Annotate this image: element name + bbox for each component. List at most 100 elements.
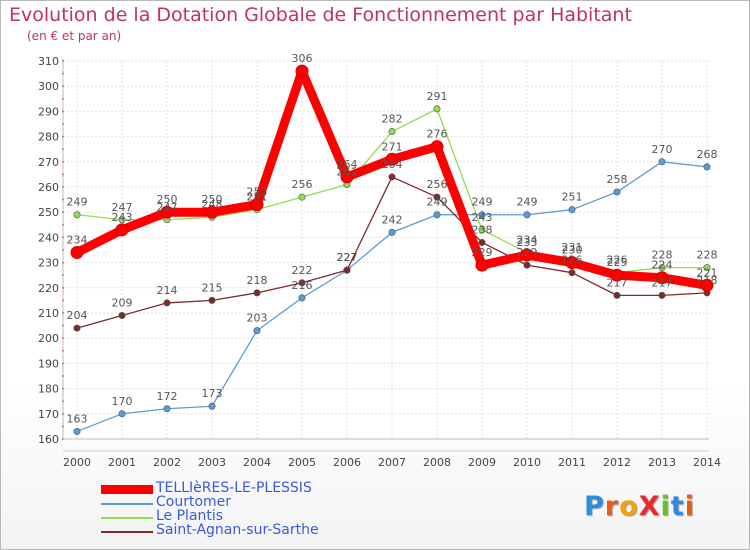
data-point-saint-agnan-sur-sarthe [343,266,351,274]
y-tick-label: 230 [38,257,59,270]
data-label-telli-res-le-plessis: 271 [382,140,403,153]
data-point-le-plantis [658,264,666,272]
data-label-telli-res-le-plessis: 221 [697,266,718,279]
data-label-le-plantis: 256 [292,178,313,191]
data-label-le-plantis: 228 [652,249,673,262]
data-label-le-plantis: 248 [202,198,223,211]
data-point-le-plantis [478,226,486,234]
x-tick-label: 2011 [558,456,586,469]
data-point-courtomer [163,405,171,413]
data-label-telli-res-le-plessis: 224 [652,259,673,272]
data-label-saint-agnan-sur-sarthe: 217 [607,276,628,289]
data-point-saint-agnan-sur-sarthe [478,238,486,246]
data-label-courtomer: 268 [697,148,718,161]
data-label-saint-agnan-sur-sarthe: 204 [67,309,88,322]
data-point-saint-agnan-sur-sarthe [523,261,531,269]
data-point-courtomer [478,211,486,219]
data-point-le-plantis [118,216,126,224]
data-label-le-plantis: 231 [562,241,583,254]
data-label-le-plantis: 261 [337,165,358,178]
data-label-telli-res-le-plessis: 230 [562,244,583,257]
data-label-saint-agnan-sur-sarthe: 229 [517,246,538,259]
data-label-courtomer: 270 [652,143,673,156]
data-label-le-plantis: 249 [67,196,88,209]
y-tick-label: 270 [38,156,59,169]
x-tick-label: 2000 [63,456,91,469]
data-point-telli-res-le-plessis [205,205,219,219]
data-point-courtomer [208,402,216,410]
data-label-courtomer: 258 [607,173,628,186]
data-point-saint-agnan-sur-sarthe [73,324,81,332]
x-tick-label: 2001 [108,456,136,469]
data-point-saint-agnan-sur-sarthe [163,299,171,307]
x-tick-label: 2012 [603,456,631,469]
data-label-le-plantis: 243 [472,211,493,224]
data-label-courtomer: 172 [157,390,178,403]
data-label-le-plantis: 228 [697,249,718,262]
data-label-telli-res-le-plessis: 229 [472,246,493,259]
data-point-saint-agnan-sur-sarthe [253,289,261,297]
data-point-courtomer [253,327,261,335]
data-point-saint-agnan-sur-sarthe [388,173,396,181]
data-point-courtomer [298,294,306,302]
x-tick-label: 2013 [648,456,676,469]
y-tick-label: 160 [38,433,59,446]
legend-swatch [101,531,153,533]
logo-letter: P [584,491,605,522]
data-label-telli-res-le-plessis: 250 [202,193,223,206]
data-point-saint-agnan-sur-sarthe [298,279,306,287]
data-label-le-plantis: 251 [247,191,268,204]
data-label-saint-agnan-sur-sarthe: 264 [382,158,403,171]
data-label-courtomer: 216 [292,279,313,292]
y-tick-label: 240 [38,231,59,244]
plot-area [63,61,709,439]
data-point-telli-res-le-plessis [610,268,624,282]
data-label-le-plantis: 291 [427,90,448,103]
data-point-telli-res-le-plessis [700,278,714,292]
data-label-courtomer: 203 [247,312,268,325]
legend-swatch [101,503,153,505]
y-tick-label: 170 [38,408,59,421]
x-tick-label: 2014 [693,456,721,469]
data-label-telli-res-le-plessis: 243 [112,211,133,224]
data-label-courtomer: 242 [382,213,403,226]
data-point-telli-res-le-plessis [475,258,489,272]
data-point-telli-res-le-plessis [655,271,669,285]
data-label-telli-res-le-plessis: 264 [337,158,358,171]
data-point-telli-res-le-plessis [565,256,579,270]
data-label-courtomer: 249 [517,196,538,209]
chart-subtitle: (en € et par an) [27,29,122,43]
legend-swatch [101,485,153,494]
data-label-courtomer: 249 [427,196,448,209]
data-label-saint-agnan-sur-sarthe: 227 [337,251,358,264]
chart-title: Evolution de la Dotation Globale de Fonc… [9,4,632,26]
data-label-telli-res-le-plessis: 276 [427,128,448,141]
data-label-courtomer: 163 [67,412,88,425]
data-point-telli-res-le-plessis [250,198,264,212]
data-point-telli-res-le-plessis [160,205,174,219]
data-label-saint-agnan-sur-sarthe: 218 [247,274,268,287]
data-label-le-plantis: 234 [517,234,538,247]
x-tick-label: 2003 [198,456,226,469]
data-point-saint-agnan-sur-sarthe [658,291,666,299]
y-tick-label: 180 [38,383,59,396]
y-tick-label: 260 [38,181,59,194]
legend-label: Le Plantis [156,508,224,524]
y-tick-label: 200 [38,332,59,345]
data-label-saint-agnan-sur-sarthe: 209 [112,297,133,310]
data-point-courtomer [658,158,666,166]
data-point-le-plantis [703,264,711,272]
x-tick-label: 2006 [333,456,361,469]
data-point-le-plantis [388,128,396,136]
x-tick-label: 2010 [513,456,541,469]
data-label-telli-res-le-plessis: 250 [157,193,178,206]
data-label-saint-agnan-sur-sarthe: 215 [202,281,223,294]
data-label-le-plantis: 247 [112,201,133,214]
data-point-courtomer [703,163,711,171]
data-label-saint-agnan-sur-sarthe: 217 [652,276,673,289]
data-point-courtomer [613,188,621,196]
x-tick-label: 2002 [153,456,181,469]
logo-letter: X [638,491,661,522]
